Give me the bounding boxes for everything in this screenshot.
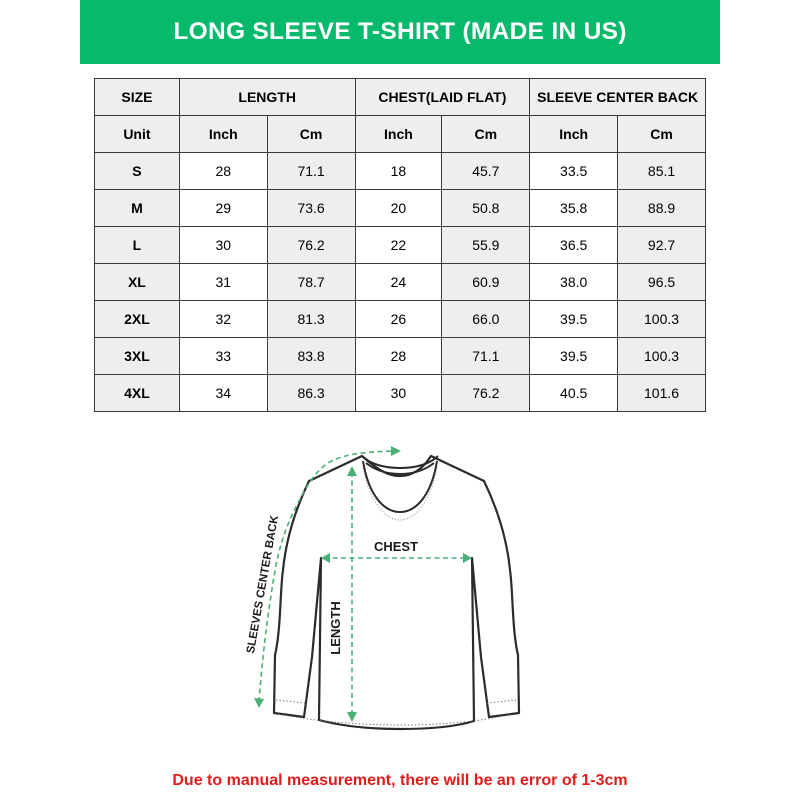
svg-text:SLEEVES CENTER BACK: SLEEVES CENTER BACK <box>245 514 281 655</box>
svg-text:CHEST: CHEST <box>374 539 418 554</box>
svg-text:LENGTH: LENGTH <box>328 601 343 654</box>
